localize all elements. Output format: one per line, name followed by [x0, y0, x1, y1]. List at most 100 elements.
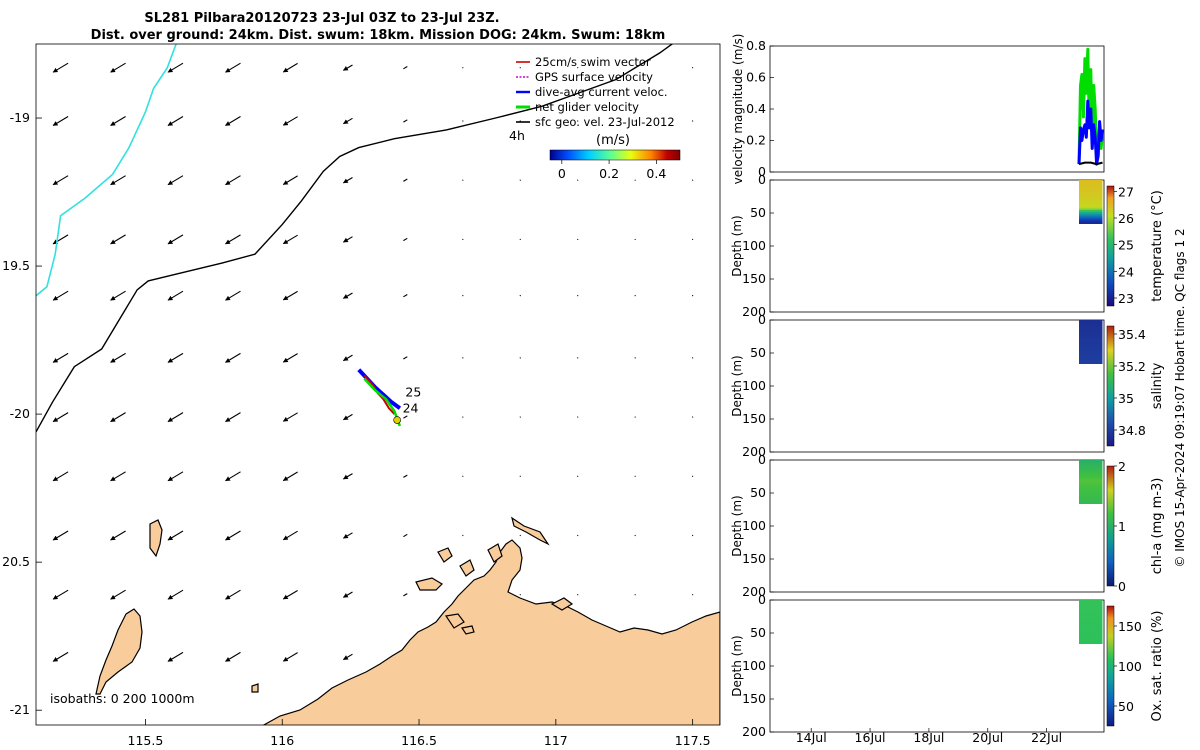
- data-band: [1079, 625, 1103, 629]
- map-xtick-label: 117: [544, 733, 568, 748]
- data-band: [1079, 333, 1103, 337]
- map-colorbar-tick-label: 0.4: [646, 166, 666, 181]
- velocity-vector: [342, 591, 353, 598]
- data-band: [1079, 469, 1103, 473]
- velocity-vector: [342, 354, 353, 362]
- velocity-vector: [462, 357, 464, 359]
- velocity-vector: [110, 412, 126, 423]
- velocity-vector: [403, 237, 408, 242]
- velocity-ytick-label: 0.2: [746, 133, 766, 148]
- data-band: [1079, 497, 1103, 500]
- velocity-vector: [342, 117, 353, 125]
- velocity-ytick-label: 0: [758, 164, 766, 179]
- velocity-vector: [167, 290, 184, 301]
- velocity-vector: [110, 589, 126, 600]
- temperature-panel: 0 50 100 150 200 Depth (m) 27 26 25 24 23 temperatu…: [730, 172, 1165, 319]
- island-large: [95, 608, 143, 695]
- map-ytick-label: -19: [10, 110, 30, 125]
- data-band: [1079, 211, 1103, 215]
- data-band: [1079, 635, 1103, 638]
- depth-ytick-label: 50: [750, 625, 766, 640]
- data-band: [1079, 613, 1103, 617]
- isobath-1000m: [36, 44, 177, 297]
- colorbar-tick-label: 27: [1118, 184, 1134, 199]
- velocity-ytick-label: 0.4: [746, 101, 766, 116]
- depth-ytick-label: 0: [758, 312, 766, 327]
- data-band: [1079, 207, 1103, 211]
- map-ytick-label: -20: [10, 406, 30, 421]
- depth-ytick-label: 200: [742, 724, 766, 739]
- velocity-vector: [225, 651, 241, 662]
- velocity-vector: [403, 119, 408, 123]
- data-band: [1079, 609, 1103, 613]
- surface-velocity-vectors: [52, 62, 694, 662]
- velocity-vector: [519, 416, 521, 418]
- legend-gps: GPS surface velocity: [535, 70, 653, 84]
- velocity-vector: [342, 292, 353, 299]
- island-6: [511, 516, 550, 546]
- depth-colorbar: [1106, 465, 1115, 587]
- velocity-vector: [110, 290, 126, 301]
- chla-panel: 0 50 100 150 200 Depth (m) 2 1 0 chl-a (mg m-3): [730, 452, 1165, 599]
- track-map: 115.5 116 116.5 117 117.5 -19 19.5 -20 20.5 -21 2…: [2, 43, 721, 748]
- velocity-vector: [52, 412, 69, 423]
- island-2: [415, 577, 443, 591]
- legend-current: dive-avg current veloc.: [535, 85, 668, 99]
- velocity-vector: [577, 294, 579, 297]
- depth-ytick-label: 150: [742, 411, 766, 426]
- data-band: [1079, 475, 1103, 479]
- legend-swim: 25cm/s swim vector: [535, 55, 651, 69]
- data-band: [1079, 605, 1103, 609]
- data-band: [1079, 464, 1103, 467]
- data-band: [1079, 343, 1103, 347]
- velocity-vector: [462, 416, 464, 418]
- velocity-vector: [167, 471, 184, 482]
- map-colorbar-tick-label: 0.2: [599, 166, 619, 181]
- data-band: [1079, 320, 1103, 323]
- map-colorbar: [549, 149, 681, 161]
- data-band: [1079, 471, 1103, 475]
- data-band: [1079, 345, 1103, 349]
- data-band: [1079, 213, 1103, 217]
- island-5: [487, 543, 503, 563]
- velocity-vector: [519, 357, 521, 359]
- velocity-vector: [167, 234, 184, 245]
- colorbar-tick-label: 35.4: [1118, 327, 1146, 342]
- data-band: [1079, 479, 1103, 483]
- data-band: [1079, 487, 1103, 491]
- colorbar-tick-label: 26: [1118, 211, 1134, 226]
- track-label-25: 25: [405, 384, 421, 399]
- velocity-vector: [225, 471, 241, 482]
- depth-ylabel: Depth (m): [730, 495, 744, 556]
- velocity-vector: [403, 294, 408, 298]
- colorbar-unit-label: (m/s): [596, 133, 630, 148]
- depth-ytick-label: 50: [750, 345, 766, 360]
- map-colorbar-ticks: 0 0.2 0.4: [558, 160, 666, 181]
- velocity-vector: [167, 175, 184, 186]
- island-9: [550, 597, 574, 611]
- velocity-vector: [167, 62, 184, 73]
- data-band: [1079, 351, 1103, 355]
- data-band: [1079, 329, 1103, 333]
- velocity-vector: [577, 416, 579, 418]
- data-band: [1079, 483, 1103, 487]
- velocity-panel-frame: [769, 45, 1105, 173]
- depth-panel-frame: [769, 599, 1105, 733]
- data-band: [1079, 629, 1103, 633]
- map-ytick-label: 19.5: [2, 258, 30, 273]
- data-band: [1079, 631, 1103, 635]
- velocity-vector: [342, 236, 353, 243]
- date-xtick-label: 18Jul: [913, 730, 944, 745]
- velocity-vector: [282, 412, 298, 422]
- velocity-vector: [342, 653, 353, 661]
- data-band: [1079, 353, 1103, 357]
- velocity-vector: [52, 234, 69, 245]
- velocity-vector: [691, 416, 694, 418]
- data-band: [1079, 182, 1103, 185]
- data-band: [1079, 604, 1103, 607]
- velocity-vector: [167, 589, 184, 600]
- data-band: [1079, 195, 1103, 199]
- data-band: [1079, 473, 1103, 477]
- island-10: [251, 683, 259, 693]
